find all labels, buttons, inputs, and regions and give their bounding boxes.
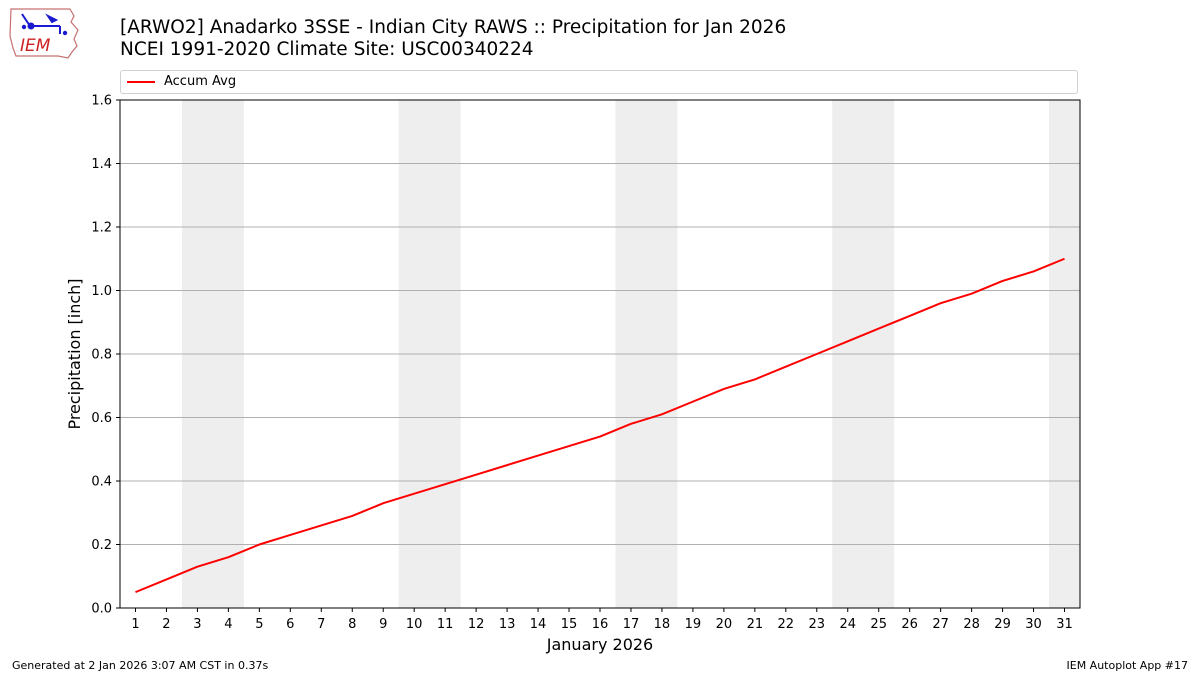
- y-tick-label-3: 0.6: [91, 411, 112, 426]
- x-tick-label-3: 3: [193, 617, 201, 632]
- x-tick-label-2: 2: [162, 617, 170, 632]
- x-tick-label-12: 12: [468, 617, 485, 632]
- x-tick-label-6: 6: [286, 617, 294, 632]
- x-tick-label-29: 29: [994, 617, 1011, 632]
- app-credit: IEM Autoplot App #17: [1066, 659, 1189, 672]
- x-tick-label-4: 4: [224, 617, 232, 632]
- x-tick-label-19: 19: [685, 617, 702, 632]
- x-tick-label-18: 18: [654, 617, 671, 632]
- iem-logo: IEM: [8, 6, 80, 60]
- x-tick-label-23: 23: [809, 617, 826, 632]
- x-axis-label: January 2026: [546, 635, 653, 654]
- chart-title: [ARWO2] Anadarko 3SSE - Indian City RAWS…: [120, 17, 786, 61]
- y-tick-label-2: 0.4: [91, 475, 112, 490]
- series-lines: [135, 257, 1065, 594]
- x-tick-label-10: 10: [406, 617, 423, 632]
- generated-timestamp: Generated at 2 Jan 2026 3:07 AM CST in 0…: [12, 659, 269, 672]
- x-tick-label-25: 25: [870, 617, 887, 632]
- title-line-1: [ARWO2] Anadarko 3SSE - Indian City RAWS…: [120, 17, 787, 38]
- x-tick-label-1: 1: [131, 617, 139, 632]
- x-tick-label-31: 31: [1056, 617, 1073, 632]
- x-tick-label-24: 24: [839, 617, 856, 632]
- y-tick-label-0: 0.0: [91, 602, 112, 617]
- legend: Accum Avg: [120, 70, 1078, 94]
- x-tick-label-16: 16: [592, 617, 609, 632]
- y-axis-label: Precipitation [inch]: [65, 278, 84, 429]
- y-tick-label-8: 1.6: [91, 94, 112, 109]
- x-tick-label-27: 27: [932, 617, 949, 632]
- x-tick-label-22: 22: [778, 617, 795, 632]
- x-tick-label-17: 17: [623, 617, 640, 632]
- y-tick-label-5: 1.0: [91, 284, 112, 299]
- x-tick-label-26: 26: [901, 617, 918, 632]
- logo-text: IEM: [20, 36, 51, 56]
- x-tick-label-13: 13: [499, 617, 516, 632]
- x-tick-label-15: 15: [561, 617, 578, 632]
- legend-swatch-accum-avg: [127, 81, 155, 83]
- x-tick-label-11: 11: [437, 617, 454, 632]
- x-tick-label-8: 8: [348, 617, 356, 632]
- y-tick-label-6: 1.2: [91, 221, 112, 236]
- x-tick-label-14: 14: [530, 617, 547, 632]
- y-tick-label-1: 0.2: [91, 538, 112, 553]
- x-axis: 1 2 3 4 5 6 7 8 9 10 11 12 13 14 15 16 17 18 19 20 21 22 23 24 2…: [131, 608, 1073, 632]
- grid-lines: [120, 99, 1080, 609]
- x-tick-label-30: 30: [1025, 617, 1042, 632]
- y-tick-label-7: 1.4: [91, 157, 112, 172]
- x-tick-label-20: 20: [716, 617, 733, 632]
- series-line-0: [135, 257, 1065, 594]
- y-axis: 0.0 0.2 0.4 0.6 0.8 1.0 1.2 1.4 1.6: [91, 94, 120, 617]
- x-tick-label-28: 28: [963, 617, 980, 632]
- legend-label-accum-avg: Accum Avg: [164, 74, 237, 89]
- y-tick-label-4: 0.8: [91, 348, 112, 363]
- x-tick-label-7: 7: [317, 617, 325, 632]
- x-tick-label-21: 21: [747, 617, 764, 632]
- x-tick-label-5: 5: [255, 617, 263, 632]
- title-line-2: NCEI 1991-2020 Climate Site: USC00340224: [120, 39, 534, 60]
- x-tick-label-9: 9: [379, 617, 387, 632]
